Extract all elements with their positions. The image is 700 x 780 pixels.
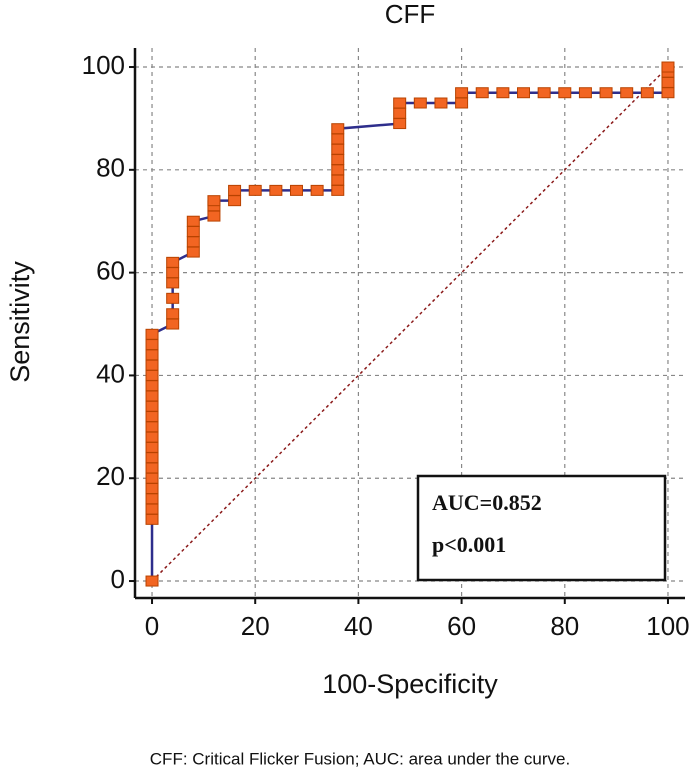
marker — [145, 390, 159, 402]
x-axis-label: 100-Specificity — [322, 669, 498, 699]
marker — [145, 431, 159, 443]
marker — [145, 359, 159, 371]
marker — [145, 452, 159, 464]
marker — [145, 349, 159, 361]
marker — [640, 87, 654, 99]
y-tick-label: 20 — [96, 461, 125, 491]
marker — [269, 184, 283, 196]
marker — [145, 328, 159, 340]
marker — [145, 483, 159, 495]
marker — [620, 87, 634, 99]
marker — [207, 210, 221, 222]
caption: CFF: Critical Flicker Fusion; AUC: area … — [150, 749, 570, 768]
marker — [145, 380, 159, 392]
marker — [537, 87, 551, 99]
marker — [599, 87, 613, 99]
marker — [166, 318, 180, 330]
x-tick-label: 20 — [241, 611, 270, 641]
marker — [455, 97, 469, 109]
marker — [413, 97, 427, 109]
marker — [331, 133, 345, 145]
marker — [289, 184, 303, 196]
marker — [661, 87, 675, 99]
x-tick-label: 0 — [145, 611, 159, 641]
marker — [186, 226, 200, 238]
y-tick-label: 0 — [111, 564, 125, 594]
marker — [207, 195, 221, 207]
marker — [248, 184, 262, 196]
y-axis-label: Sensitivity — [5, 261, 35, 383]
annotation: p<0.001 — [432, 532, 506, 557]
marker — [331, 143, 345, 155]
y-tick-label: 80 — [96, 153, 125, 183]
marker — [331, 123, 345, 135]
marker — [517, 87, 531, 99]
marker — [661, 61, 675, 73]
marker — [145, 513, 159, 525]
marker — [145, 462, 159, 474]
marker — [186, 215, 200, 227]
marker — [166, 292, 180, 304]
marker — [578, 87, 592, 99]
marker — [434, 97, 448, 109]
x-tick-label: 80 — [550, 611, 579, 641]
marker — [393, 107, 407, 119]
marker — [145, 411, 159, 423]
marker — [393, 97, 407, 109]
marker — [145, 493, 159, 505]
marker — [145, 421, 159, 433]
marker — [166, 256, 180, 268]
marker — [331, 174, 345, 186]
marker — [393, 118, 407, 130]
marker — [145, 400, 159, 412]
marker — [661, 76, 675, 88]
marker — [331, 184, 345, 196]
annotation: AUC=0.852 — [432, 490, 542, 515]
marker — [228, 195, 242, 207]
marker — [475, 87, 489, 99]
x-tick-label: 40 — [344, 611, 373, 641]
annotation-box — [416, 474, 667, 582]
marker — [166, 308, 180, 320]
x-tick-label: 60 — [447, 611, 476, 641]
marker — [145, 339, 159, 351]
marker — [166, 267, 180, 279]
marker — [331, 154, 345, 166]
y-tick-label: 40 — [96, 358, 125, 388]
marker — [186, 246, 200, 258]
marker — [455, 87, 469, 99]
y-tick-label: 100 — [82, 50, 125, 80]
marker — [145, 472, 159, 484]
marker — [145, 575, 159, 587]
marker — [145, 441, 159, 453]
marker — [558, 87, 572, 99]
y-tick-label: 60 — [96, 256, 125, 286]
marker — [145, 503, 159, 515]
marker — [228, 184, 242, 196]
marker — [331, 164, 345, 176]
marker — [310, 184, 324, 196]
reference-line — [151, 66, 669, 582]
x-tick-label: 100 — [646, 611, 689, 641]
marker — [145, 369, 159, 381]
chart-title: CFF — [385, 0, 436, 29]
marker — [166, 277, 180, 289]
marker — [186, 236, 200, 248]
marker — [496, 87, 510, 99]
